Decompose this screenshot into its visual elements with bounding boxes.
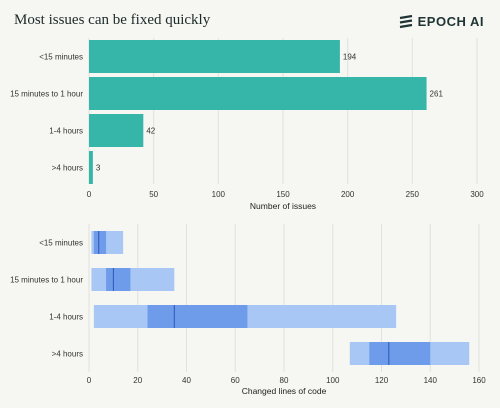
- brand-label: EPOCH AI: [417, 14, 484, 29]
- x-tick-label: 120: [375, 376, 389, 385]
- x-tick-label: 200: [341, 190, 355, 199]
- x-tick-label: 160: [472, 376, 486, 385]
- category-label: >4 hours: [52, 350, 83, 359]
- inner-range-bar: [106, 268, 131, 291]
- x-tick-label: 60: [231, 376, 240, 385]
- bar: [89, 40, 340, 73]
- category-label: 1-4 hours: [49, 127, 83, 136]
- data-label: 42: [146, 127, 155, 136]
- x-tick-label: 0: [87, 376, 92, 385]
- category-label: 1-4 hours: [49, 313, 83, 322]
- category-label: <15 minutes: [39, 239, 83, 248]
- inner-range-bar: [147, 305, 248, 328]
- x-tick-label: 50: [149, 190, 158, 199]
- outer-range-bar: [91, 268, 175, 291]
- x-tick-label: 40: [182, 376, 191, 385]
- bar: [89, 114, 144, 147]
- x-tick-label: 250: [406, 190, 420, 199]
- x-tick-label: 300: [470, 190, 484, 199]
- x-tick-label: 0: [87, 190, 92, 199]
- category-label: >4 hours: [52, 164, 83, 173]
- bar: [89, 77, 427, 110]
- data-label: 3: [96, 164, 101, 173]
- x-tick-label: 150: [276, 190, 290, 199]
- x-tick-label: 20: [133, 376, 142, 385]
- brand: EPOCH AI: [399, 14, 484, 29]
- inner-range-bar: [93, 231, 107, 254]
- category-label: 15 minutes to 1 hour: [10, 276, 83, 285]
- category-label: 15 minutes to 1 hour: [10, 90, 83, 99]
- data-label: 261: [430, 90, 444, 99]
- x-tick-label: 100: [212, 190, 226, 199]
- x-axis-label: Changed lines of code: [242, 386, 327, 396]
- inner-range-bar: [369, 342, 431, 365]
- epoch-logo-icon: [399, 14, 412, 28]
- x-tick-label: 100: [326, 376, 340, 385]
- data-label: 194: [343, 53, 357, 62]
- category-label: <15 minutes: [39, 53, 83, 62]
- bar: [89, 151, 93, 184]
- chart-title: Most issues can be fixed quickly: [14, 12, 211, 28]
- x-axis-label: Number of issues: [250, 201, 316, 211]
- x-tick-label: 140: [424, 376, 438, 385]
- x-tick-label: 80: [280, 376, 289, 385]
